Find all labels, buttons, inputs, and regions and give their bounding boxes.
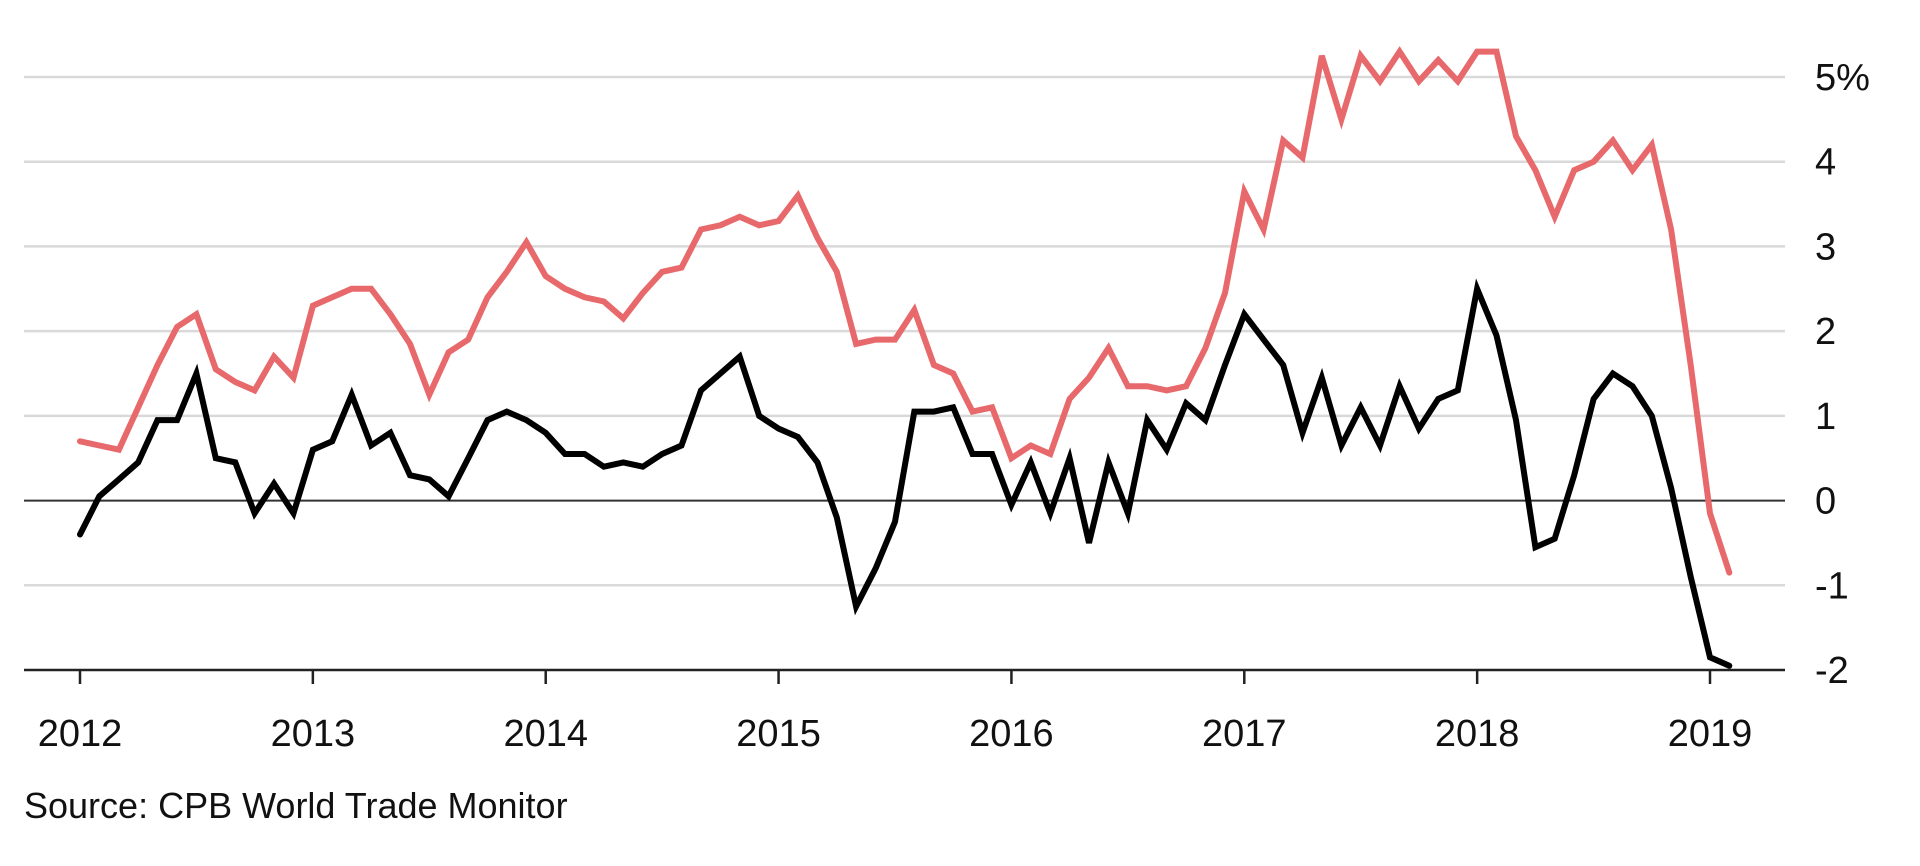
x-tick-label-2013: 2013 bbox=[271, 713, 356, 755]
x-tick-label-2018: 2018 bbox=[1435, 713, 1520, 755]
x-tick-label-2014: 2014 bbox=[503, 713, 588, 755]
x-tick-label-2017: 2017 bbox=[1202, 713, 1287, 755]
x-tick-label-2019: 2019 bbox=[1668, 713, 1753, 755]
y-tick-label-4: 4 bbox=[1815, 142, 1836, 184]
y-tick-label-1: 1 bbox=[1815, 396, 1836, 438]
series-line-1 bbox=[77, 46, 1733, 576]
y-tick-label-2: 2 bbox=[1815, 311, 1836, 353]
y-tick-label-0: 0 bbox=[1815, 481, 1836, 523]
series-line-2 bbox=[77, 278, 1733, 669]
y-tick-label-5: 5% bbox=[1815, 57, 1870, 99]
x-axis-labels: 2012 2013 2014 2015 2016 2017 2018 2019 bbox=[38, 670, 1753, 755]
series-lines bbox=[77, 46, 1733, 669]
x-axis bbox=[24, 499, 1785, 672]
gridlines bbox=[24, 75, 1785, 587]
y-tick-label--1: -1 bbox=[1815, 565, 1849, 607]
source-note: Source: CPB World Trade Monitor bbox=[24, 785, 568, 826]
y-tick-label-3: 3 bbox=[1815, 226, 1836, 268]
y-axis-labels: 5% 4 3 2 1 0 -1 -2 bbox=[1815, 57, 1870, 692]
x-tick-label-2016: 2016 bbox=[969, 713, 1054, 755]
x-tick-label-2015: 2015 bbox=[736, 713, 821, 755]
x-tick-label-2012: 2012 bbox=[38, 713, 123, 755]
y-tick-label--2: -2 bbox=[1815, 650, 1849, 692]
